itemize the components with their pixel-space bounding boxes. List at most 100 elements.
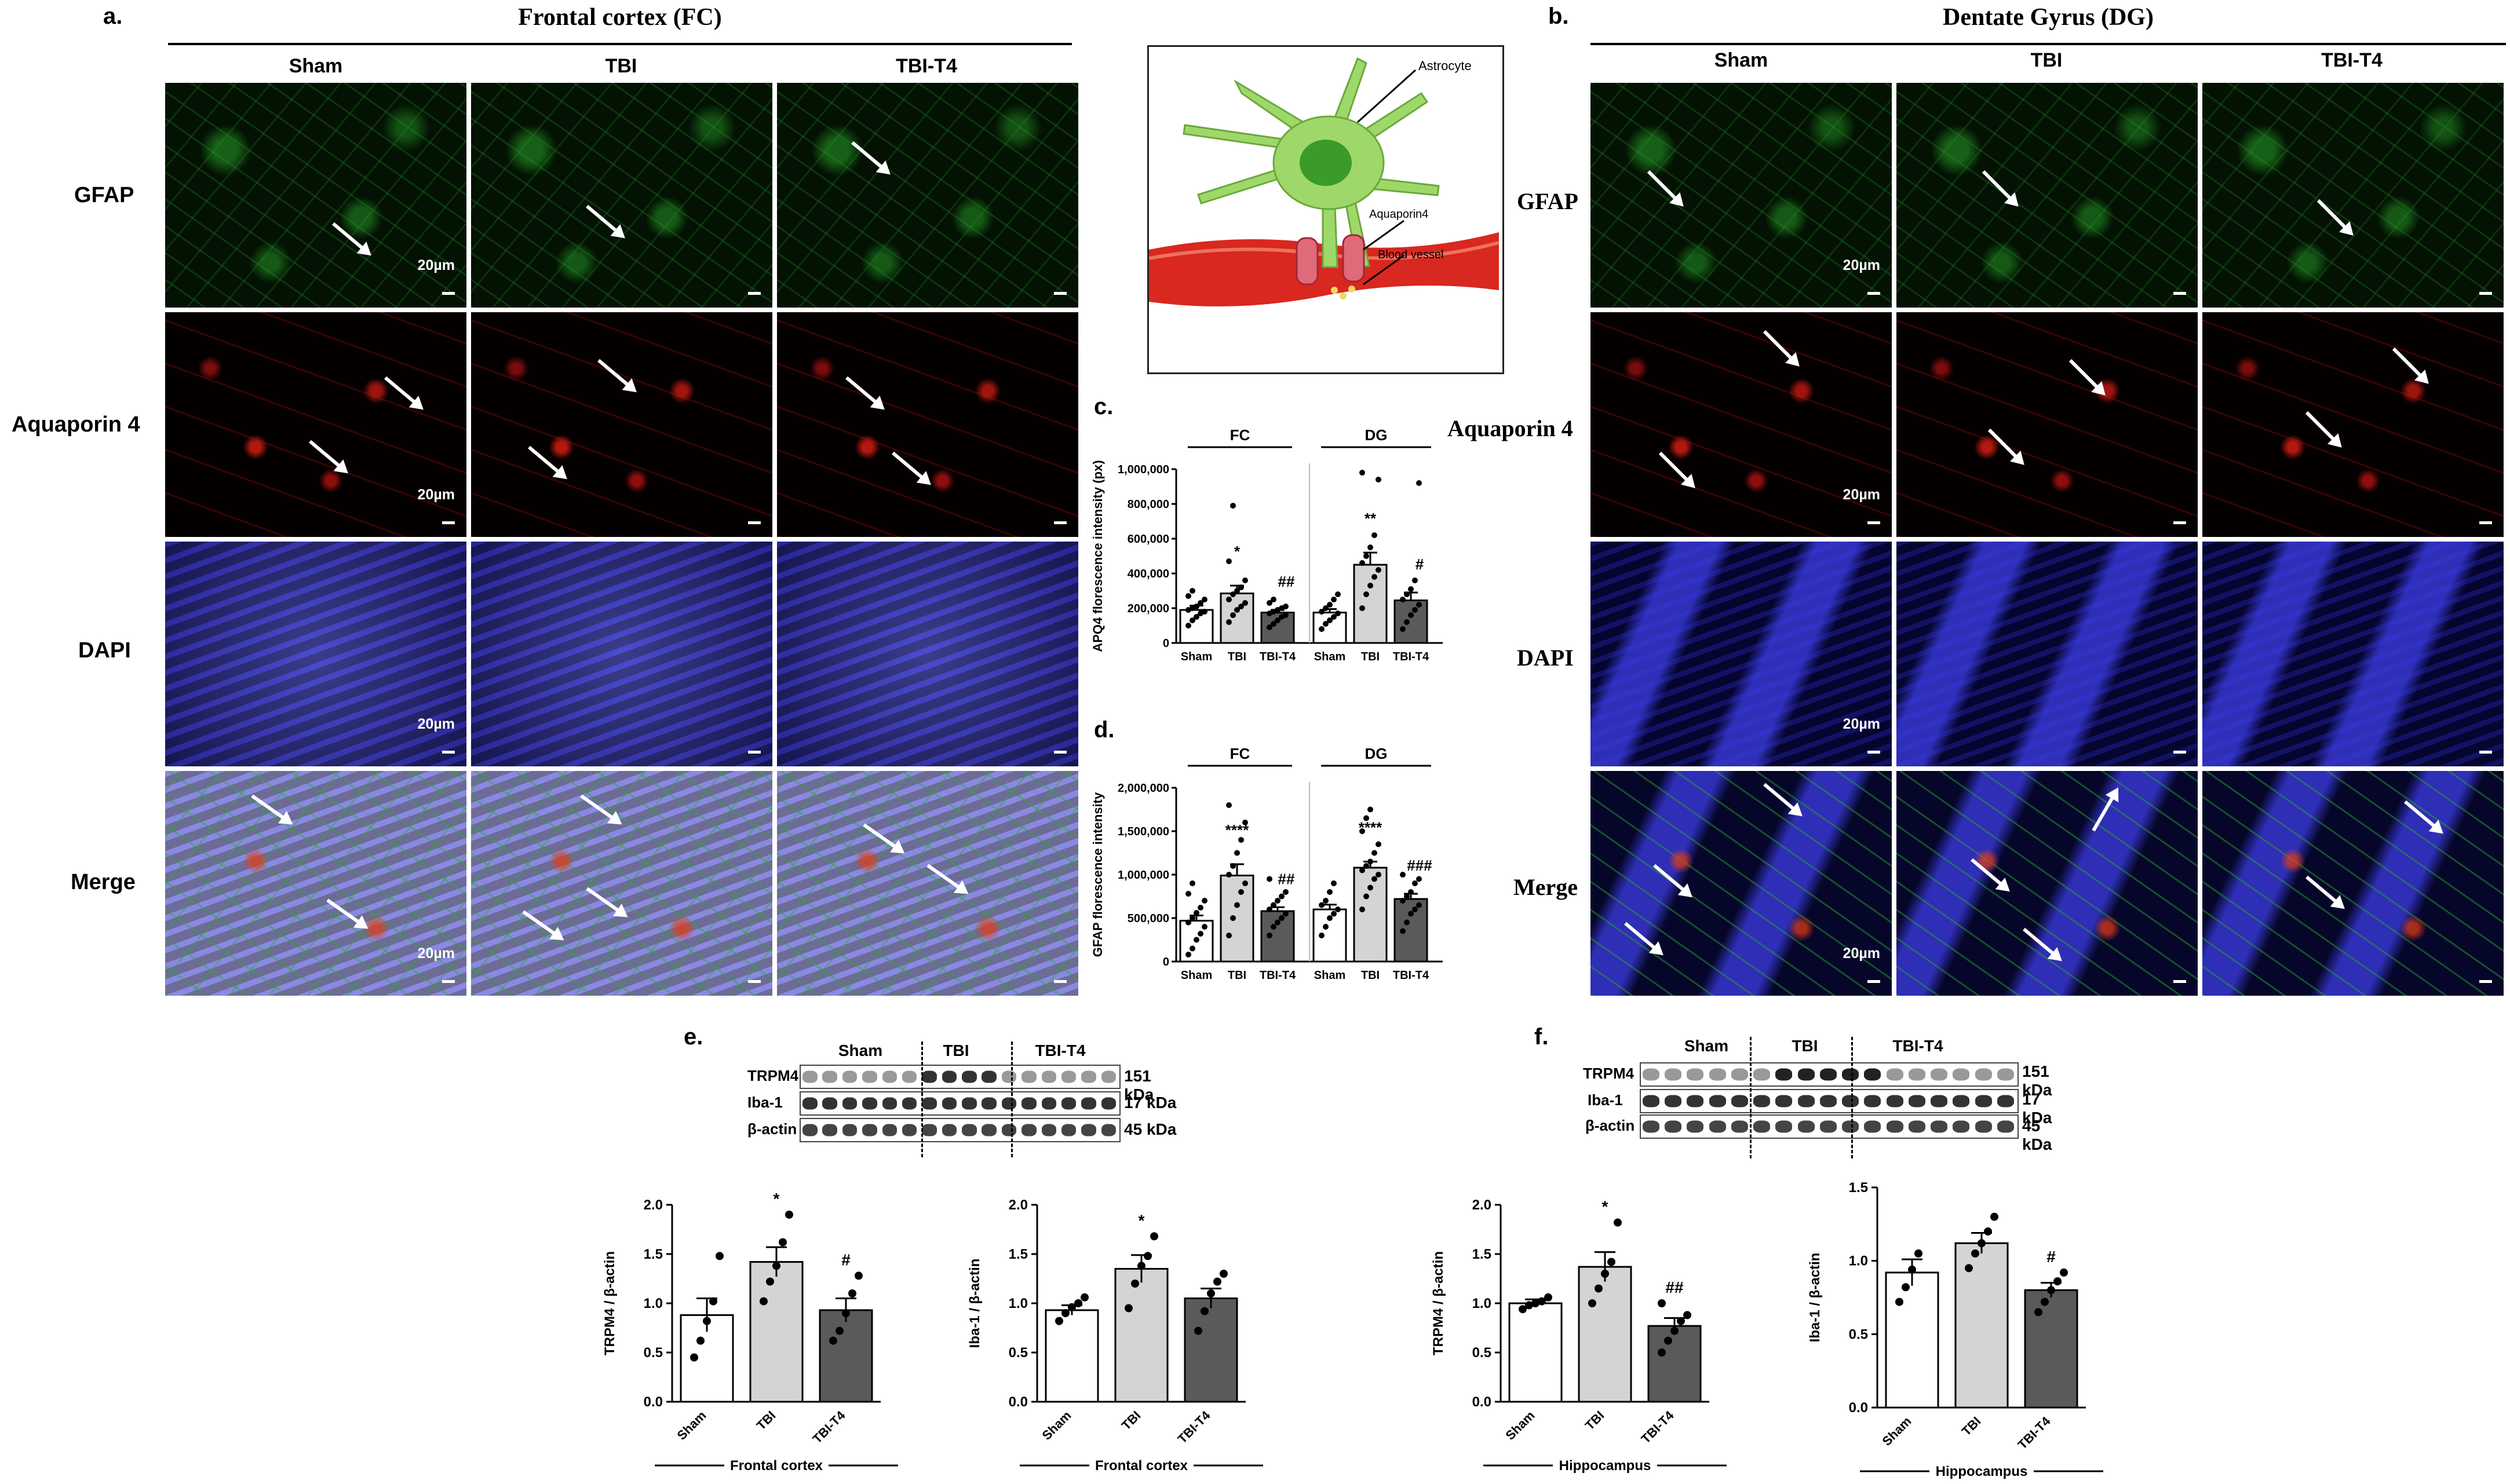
y-tick-label: 0.0 — [644, 1394, 663, 1410]
blot-band — [1975, 1120, 1992, 1133]
blot-band — [1709, 1120, 1726, 1133]
significance-label: ** — [1365, 510, 1377, 527]
bar — [1393, 898, 1428, 963]
data-point — [1185, 593, 1191, 599]
dg-row-dapi: DAPI — [1517, 645, 1574, 671]
x-tick-label: TBI-T4 — [1260, 650, 1296, 663]
data-point — [1588, 1299, 1596, 1307]
data-point — [1416, 876, 1422, 882]
x-tick-label: TBI — [1582, 1408, 1607, 1433]
blot-band — [1953, 1120, 1970, 1133]
y-tick-label: 2.0 — [1009, 1197, 1028, 1213]
blot-band — [842, 1097, 858, 1110]
blot-band — [1775, 1095, 1793, 1107]
data-point — [1238, 604, 1244, 609]
arrow-icon — [586, 204, 624, 237]
fc-micrograph-r3-c2 — [777, 771, 1078, 996]
blot-f-trpm4-strip — [1640, 1062, 2019, 1087]
arrow-icon — [2305, 875, 2344, 908]
data-point — [1327, 915, 1333, 921]
bar — [1578, 1266, 1632, 1403]
arrow-icon — [1987, 428, 2023, 464]
chart-f2: 0.0 0.5 1.0 1.5 Iba-1 / β-actin Sham TBI # TBI-T… — [1807, 1180, 2103, 1479]
blot-band — [1021, 1124, 1037, 1136]
blot-f-kda-45: 45 kDa — [2022, 1117, 2052, 1153]
x-tick-label: TBI-T4 — [1393, 650, 1429, 663]
data-point — [703, 1317, 711, 1325]
y-tick-label: 800,000 — [1128, 498, 1169, 511]
astrocyte-diagram: Astrocyte Aquaporin4 Blood vessel — [1147, 45, 1504, 374]
data-point — [1144, 1252, 1152, 1260]
fc-micrograph-r0-c0: 20µm — [165, 83, 466, 308]
data-point — [1376, 567, 1381, 573]
x-tick-label: Sham — [1039, 1408, 1074, 1443]
blot-band — [1709, 1095, 1726, 1107]
data-point — [1242, 820, 1248, 825]
data-point — [1238, 837, 1244, 843]
data-point — [1363, 553, 1369, 559]
data-point — [1323, 621, 1329, 627]
data-point — [1190, 617, 1195, 623]
data-point — [1267, 907, 1272, 912]
blot-band — [1886, 1120, 1903, 1133]
y-tick-label: 0.0 — [1849, 1400, 1868, 1416]
blot-band — [1797, 1068, 1815, 1081]
blot-e-row-bactin: β-actin — [747, 1120, 797, 1138]
data-point — [1242, 577, 1248, 583]
dg-title: Dentate Gyrus (DG) — [1943, 4, 2154, 31]
data-point — [1525, 1301, 1533, 1310]
data-point — [2047, 1286, 2055, 1295]
blot-band — [942, 1070, 957, 1083]
data-point — [1404, 893, 1410, 900]
data-point — [696, 1336, 705, 1345]
blot-band — [1819, 1120, 1837, 1133]
data-point — [1376, 872, 1381, 878]
data-point — [1664, 1336, 1672, 1345]
data-point — [1319, 609, 1325, 615]
blot-band — [1001, 1124, 1017, 1136]
panel-label-b: b. — [1548, 3, 1569, 29]
y-tick-label: 1,000,000 — [1118, 463, 1169, 476]
scale-bar — [1054, 292, 1067, 295]
significance-label: * — [1234, 543, 1241, 560]
blot-band — [1709, 1068, 1726, 1081]
data-point — [1400, 626, 1406, 632]
data-point — [1275, 617, 1280, 623]
data-point — [1238, 584, 1244, 590]
y-axis-label: TRPM4 / β-actin — [602, 1251, 618, 1355]
y-tick-label: 0 — [1163, 637, 1169, 650]
data-point — [1359, 605, 1365, 611]
y-tick-label: 1.5 — [1009, 1247, 1028, 1262]
data-point — [1404, 919, 1410, 926]
data-point — [1412, 607, 1418, 613]
arrow-icon — [2092, 789, 2118, 832]
data-point — [1363, 815, 1369, 821]
data-point — [1207, 1289, 1215, 1297]
data-point — [1531, 1299, 1539, 1307]
data-point — [1267, 624, 1272, 630]
x-tick-label: TBI — [1228, 650, 1246, 663]
data-point — [1190, 945, 1195, 952]
x-tick-label: TBI-T4 — [1393, 969, 1429, 982]
data-point — [1267, 933, 1272, 938]
data-point — [1367, 884, 1373, 891]
chart-c: FC DG 0 200,000 400,000 600,000 800,000 1,000,0… — [1090, 426, 1443, 663]
data-point — [1198, 931, 1203, 937]
data-point — [1363, 863, 1369, 869]
blot-band — [822, 1097, 837, 1110]
blot-band — [1061, 1097, 1077, 1110]
data-point — [1081, 1293, 1089, 1302]
data-point — [1202, 597, 1207, 602]
data-point — [1416, 480, 1422, 486]
data-point — [1068, 1303, 1076, 1311]
data-point — [1990, 1212, 1998, 1221]
data-point — [1137, 1262, 1145, 1270]
group-label: FC — [1230, 426, 1250, 444]
data-point — [1185, 623, 1191, 628]
blot-band — [902, 1097, 917, 1110]
bar — [1353, 867, 1388, 963]
blot-band — [1908, 1095, 1925, 1107]
x-tick-label: TBI — [754, 1408, 779, 1433]
blot-band — [822, 1124, 837, 1136]
x-axis-label: Frontal cortex — [1095, 1458, 1188, 1474]
